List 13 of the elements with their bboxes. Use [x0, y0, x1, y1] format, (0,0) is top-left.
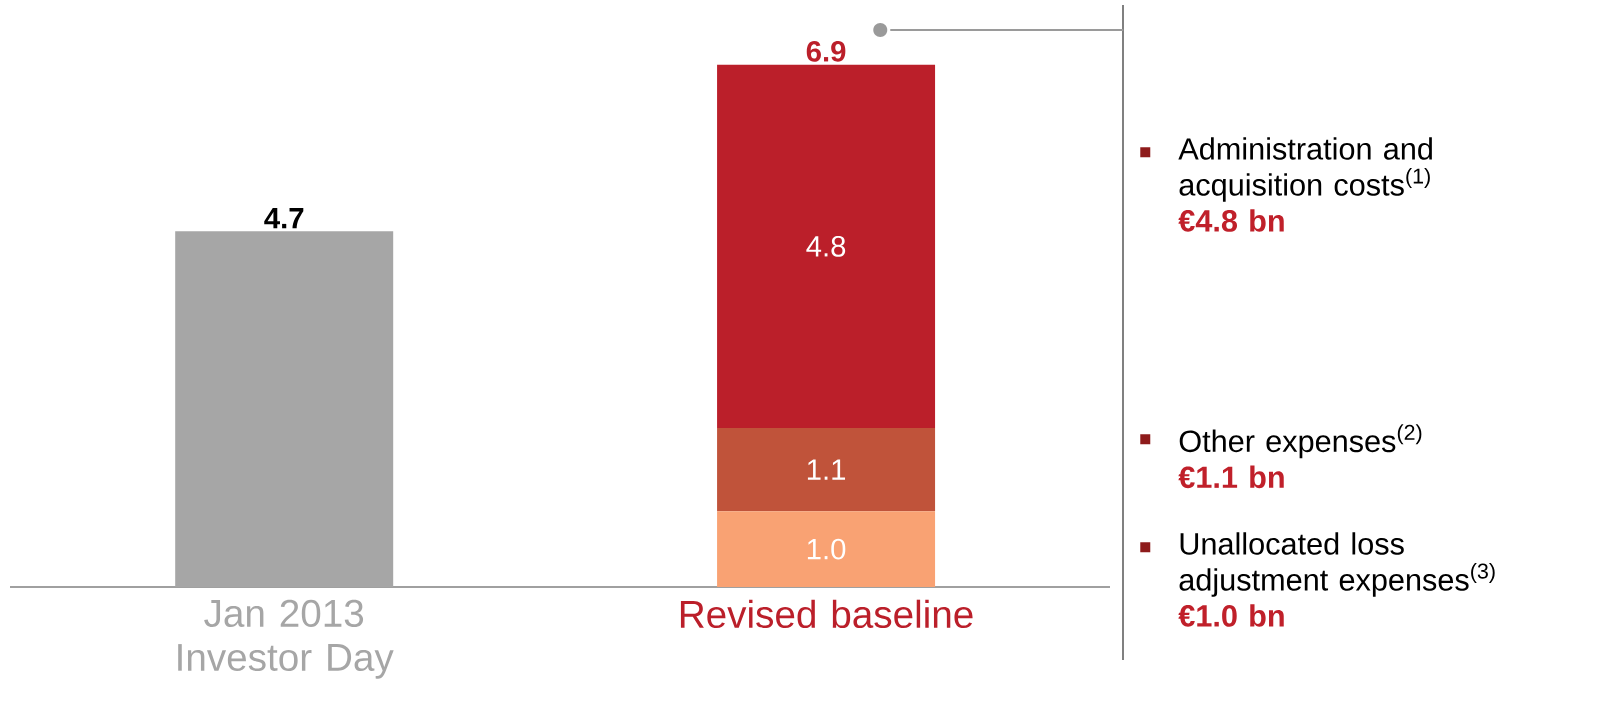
x-tick-label: Revised baseline [680, 599, 973, 629]
text: €1.0 bn [1178, 604, 1284, 627]
data-label: 4.8 [806, 235, 846, 257]
total-label: 6.9 [806, 40, 846, 62]
text: Administration and acquisition costs$^{(1)}$ [1178, 137, 1432, 202]
total-label: 4.7 [264, 208, 304, 229]
text: €4.8 bn [1178, 209, 1284, 232]
x-tick-label: Jan 2013 Investor Day [178, 599, 394, 679]
data-label: 1.0 [807, 538, 846, 560]
text: €1.1 bn [1178, 465, 1284, 489]
data-label: 1.1 [807, 459, 846, 480]
text: Unallocated loss adjustment expenses$^{(3)}$ [1179, 532, 1495, 597]
text: Other expenses$^{(2)}$ [1179, 424, 1422, 459]
